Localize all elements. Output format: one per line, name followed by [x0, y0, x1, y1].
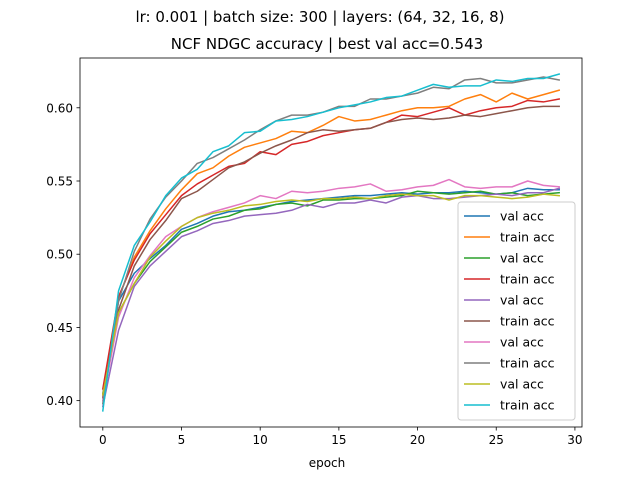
x-tick-label: 10 — [253, 433, 268, 447]
legend-label-9: val acc — [500, 377, 544, 392]
y-tick-label: 0.50 — [46, 248, 73, 262]
legend-label-3: val acc — [500, 251, 544, 266]
series-line-2 — [101, 89, 561, 396]
x-tick-label: 30 — [567, 433, 582, 447]
series-line-6 — [101, 105, 560, 399]
y-tick-label: 0.45 — [46, 321, 73, 335]
chart-title: NCF NDGC accuracy | best val acc=0.543 — [171, 35, 483, 53]
legend-label-1: val acc — [500, 209, 544, 224]
x-tick-label: 0 — [99, 433, 107, 447]
plot-area: 0 5 10 15 20 25 30 0.40 0.45 0.50 0.55 0.60 — [46, 57, 583, 447]
x-tick-label: 15 — [331, 433, 346, 447]
legend-label-6: train acc — [500, 314, 555, 329]
series-line-3 — [101, 190, 560, 399]
legend-label-10: train acc — [500, 398, 555, 413]
x-axis-label: epoch — [309, 456, 346, 470]
legend: val acc train acc val acc train acc val acc t… — [457, 201, 576, 421]
chart-suptitle: lr: 0.001 | batch size: 300 | layers: (6… — [135, 8, 504, 26]
series-line-9 — [101, 193, 560, 396]
x-tick-label: 25 — [489, 433, 504, 447]
y-tick-label: 0.60 — [46, 101, 73, 115]
legend-box — [457, 201, 576, 421]
x-tick-label: 20 — [410, 433, 425, 447]
legend-label-8: train acc — [500, 356, 555, 371]
x-tick-label: 5 — [178, 433, 186, 447]
series-line-10 — [101, 73, 561, 412]
legend-label-4: train acc — [500, 272, 555, 287]
y-tick-label: 0.55 — [46, 175, 73, 189]
axes-frame — [79, 57, 583, 428]
y-tick-label: 0.40 — [46, 394, 73, 408]
legend-label-7: val acc — [500, 335, 544, 350]
legend-label-2: train acc — [500, 230, 555, 245]
legend-label-5: val acc — [500, 293, 544, 308]
series-line-4 — [101, 98, 561, 390]
